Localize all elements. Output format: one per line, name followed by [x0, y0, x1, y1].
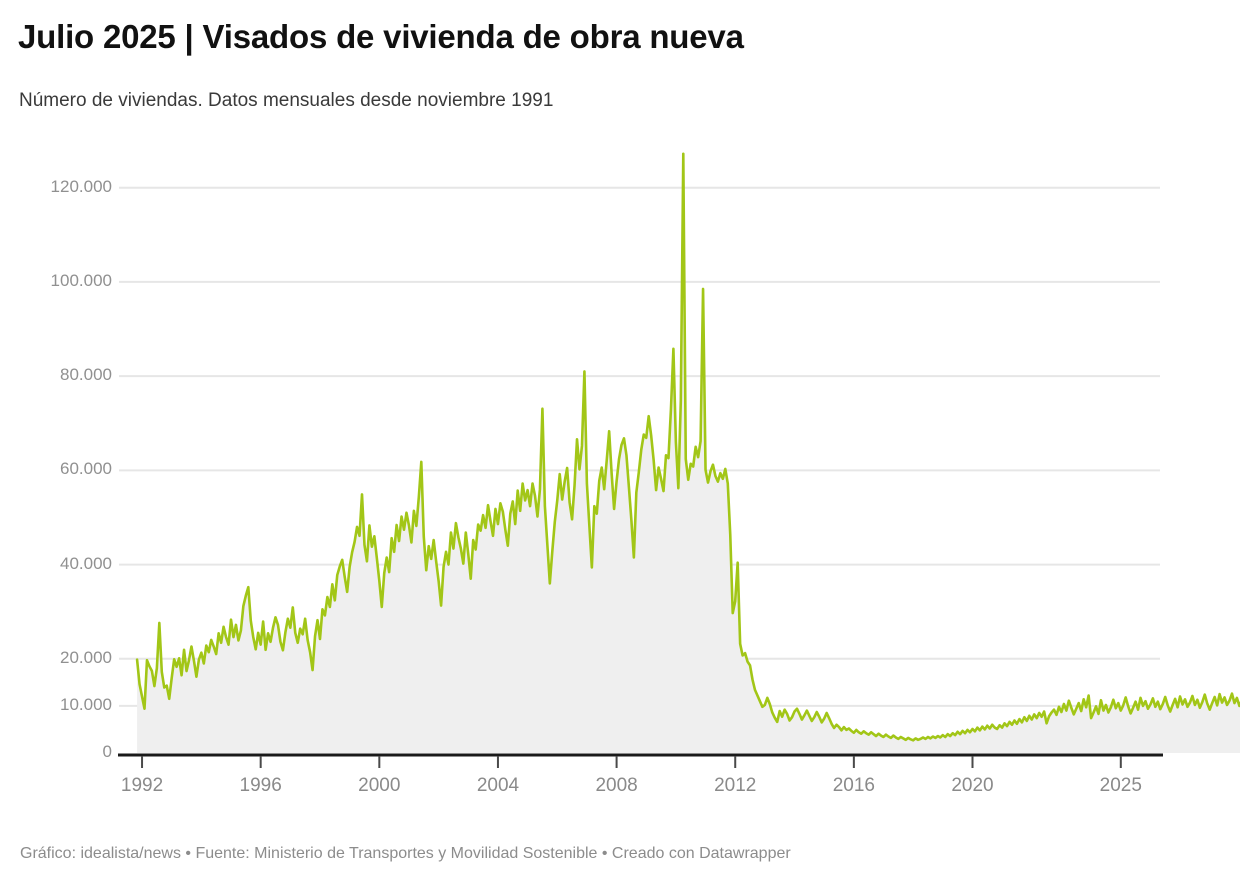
y-axis-tick-label: 10.000: [60, 694, 112, 714]
chart-subtitle: Número de viviendas. Datos mensuales des…: [19, 90, 554, 111]
x-axis-tick-label: 2004: [476, 775, 520, 796]
x-axis-tick-label: 1996: [239, 775, 282, 796]
y-axis-tick-label: 100.000: [50, 270, 112, 290]
x-axis-tick-label: 2025: [1099, 775, 1142, 796]
x-axis-tick-label: 2012: [714, 775, 757, 796]
x-axis-tick-label: 2020: [951, 775, 994, 796]
chart-footer-credit: Gráfico: idealista/news • Fuente: Minist…: [20, 845, 791, 862]
y-axis-tick-label: 20.000: [60, 647, 112, 667]
x-axis-tick-label: 2016: [832, 775, 875, 796]
page-title: Julio 2025 | Visados de vivienda de obra…: [18, 18, 744, 55]
x-axis-tick-label: 1992: [120, 775, 164, 796]
x-axis-tick-label: 2008: [595, 775, 638, 796]
y-axis-tick-label: 120.000: [50, 176, 112, 196]
y-axis-tick-label: 0: [102, 742, 112, 761]
area-fill: [137, 153, 1240, 753]
x-tick-marks: [141, 756, 1122, 768]
x-axis-tick-label: 2000: [358, 775, 401, 796]
y-axis-tick-label: 60.000: [60, 459, 112, 479]
series-line: [135, 152, 1240, 742]
y-axis-tick-label: 40.000: [60, 553, 112, 573]
y-axis-tick-label: 80.000: [60, 365, 112, 385]
